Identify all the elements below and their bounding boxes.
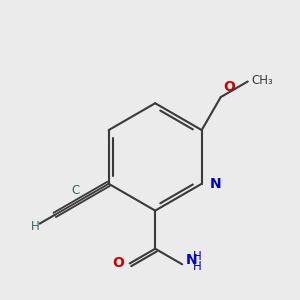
Text: O: O bbox=[224, 80, 236, 94]
Text: O: O bbox=[112, 256, 124, 270]
Text: H: H bbox=[31, 220, 40, 233]
Text: CH₃: CH₃ bbox=[251, 74, 273, 87]
Text: N: N bbox=[186, 253, 197, 267]
Text: C: C bbox=[72, 184, 80, 196]
Text: N: N bbox=[209, 177, 221, 191]
Text: H: H bbox=[193, 250, 202, 263]
Text: H: H bbox=[193, 260, 202, 272]
